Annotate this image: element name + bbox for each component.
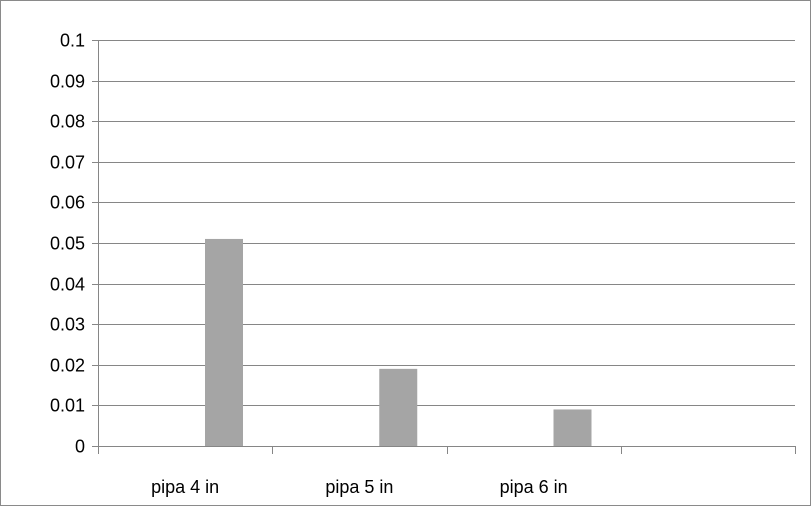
y-tick-label: 0.1 (60, 31, 85, 51)
y-tick-label: 0.03 (50, 315, 85, 335)
bar (205, 238, 243, 446)
y-tick-label: 0.04 (50, 275, 85, 295)
x-axis-tick-labels: pipa 4 in pipa 5 in pipa 6 in (151, 477, 568, 497)
bar (553, 409, 592, 446)
bars (205, 238, 592, 446)
x-tick-label: pipa 6 in (500, 477, 568, 497)
y-tick-label: 0.09 (50, 72, 85, 92)
axes (92, 40, 796, 454)
gridlines (98, 40, 795, 406)
x-tick-label: pipa 4 in (151, 477, 219, 497)
y-tick-label: 0.07 (50, 153, 85, 173)
bar (379, 368, 418, 446)
y-tick-label: 0 (75, 437, 85, 457)
x-tick-label: pipa 5 in (325, 477, 393, 497)
y-tick-label: 0.01 (50, 396, 85, 416)
y-tick-label: 0.05 (50, 234, 85, 254)
y-axis-tick-labels: 0 0.01 0.02 0.03 0.04 0.05 0.06 0.07 0.08 0.09 0.1 (50, 31, 85, 457)
y-tick-label: 0.06 (50, 193, 85, 213)
y-tick-label: 0.02 (50, 356, 85, 376)
y-tick-label: 0.08 (50, 112, 85, 132)
